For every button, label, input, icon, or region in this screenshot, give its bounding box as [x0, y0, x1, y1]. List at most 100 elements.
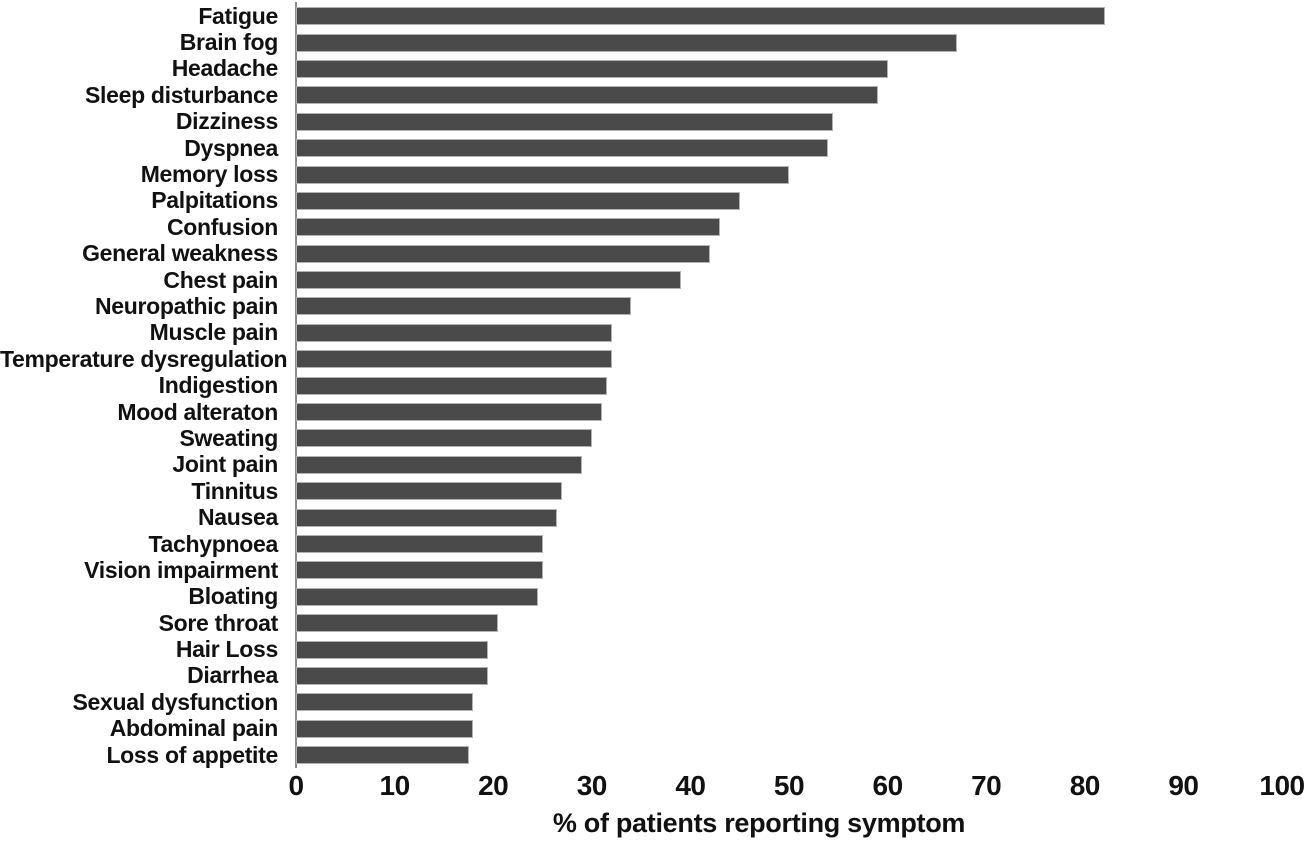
bar-track — [296, 218, 1282, 237]
bar — [296, 218, 720, 237]
chart-row: Diarrhea — [0, 663, 1282, 689]
chart-row: Vision impairment — [0, 557, 1282, 583]
bar-track — [296, 86, 1282, 105]
category-label: Tachypnoea — [148, 530, 279, 557]
bar — [296, 165, 789, 184]
bar-track — [296, 455, 1282, 474]
bar — [296, 508, 558, 527]
chart-row: Palpitations — [0, 188, 1282, 214]
chart-row: Hair Loss — [0, 636, 1282, 662]
bar — [296, 350, 612, 369]
bar — [296, 376, 607, 395]
x-axis-title: % of patients reporting symptom — [552, 808, 966, 838]
category-label: Diarrhea — [187, 662, 278, 689]
category-label: Loss of appetite — [106, 741, 278, 768]
category-label: Indigestion — [158, 372, 279, 399]
chart-row: Fatigue — [0, 3, 1282, 29]
category-label: Chest pain — [163, 266, 278, 293]
bar — [296, 666, 489, 685]
bar-track — [296, 535, 1282, 553]
category-label: Palpitations — [151, 187, 278, 214]
category-label: Dyspnea — [184, 134, 278, 161]
bar-track — [296, 587, 1282, 606]
bar — [296, 746, 469, 765]
bar — [296, 535, 543, 553]
category-label: Headache — [171, 55, 279, 82]
bar — [296, 429, 592, 448]
bar — [296, 33, 957, 52]
bar — [296, 403, 602, 422]
category-label: Joint pain — [172, 451, 278, 478]
bar-track — [296, 666, 1282, 685]
category-label: Dizziness — [175, 108, 278, 135]
bar-track — [296, 33, 1282, 52]
chart-row: Neuropathic pain — [0, 293, 1282, 319]
bar-track — [296, 482, 1282, 501]
chart-row: Memory loss — [0, 161, 1282, 187]
category-label: Mood alteraton — [117, 398, 278, 425]
bar — [296, 323, 612, 342]
x-tick-label: 40 — [675, 770, 706, 801]
bar — [296, 86, 878, 105]
category-label: Confusion — [167, 213, 278, 240]
chart-row: Headache — [0, 56, 1282, 82]
chart-row: Bloating — [0, 584, 1282, 610]
x-tick-label: 90 — [1168, 770, 1199, 801]
bar-track — [296, 719, 1282, 738]
x-tick-label: 50 — [773, 770, 805, 801]
category-label: Muscle pain — [149, 319, 279, 346]
chart-row: Sweating — [0, 425, 1282, 451]
bar — [296, 112, 834, 131]
bar — [296, 693, 474, 712]
bar-track — [296, 403, 1282, 422]
chart-row: Temperature dysregulation — [0, 346, 1282, 372]
x-tick-label: 70 — [971, 770, 1002, 801]
bar-track — [296, 191, 1282, 210]
bar — [296, 59, 888, 78]
chart-row: Abdominal pain — [0, 716, 1282, 742]
category-label: Hair Loss — [175, 636, 278, 663]
chart-row: Indigestion — [0, 372, 1282, 398]
chart-row: Tachypnoea — [0, 531, 1282, 557]
bar-track — [296, 746, 1282, 765]
chart-row: Loss of appetite — [0, 742, 1282, 768]
bar — [296, 482, 563, 501]
x-tick-label: 20 — [478, 770, 509, 801]
bar-track — [296, 297, 1282, 316]
chart-row: General weakness — [0, 241, 1282, 267]
bar — [296, 191, 740, 210]
bar — [296, 640, 489, 659]
bar-track — [296, 508, 1282, 527]
bar-track — [296, 139, 1282, 158]
category-label: Sore throat — [158, 609, 279, 636]
x-tick-label: 80 — [1069, 770, 1101, 801]
bar-track — [296, 59, 1282, 78]
bar-track — [296, 376, 1282, 395]
category-label: Neuropathic pain — [94, 292, 278, 319]
bar-track — [296, 693, 1282, 712]
chart-row: Nausea — [0, 504, 1282, 530]
x-tick-label: 10 — [379, 770, 411, 801]
bar-track — [296, 271, 1282, 290]
bar-track — [296, 244, 1282, 263]
chart-row: Mood alteraton — [0, 399, 1282, 425]
chart-row: Sleep disturbance — [0, 82, 1282, 108]
category-label: Nausea — [197, 504, 278, 531]
category-label: Sexual dysfunction — [72, 688, 279, 715]
bar — [296, 297, 632, 316]
category-label: Temperature dysregulation — [0, 345, 288, 372]
bar-track — [296, 614, 1282, 633]
chart-row: Dizziness — [0, 109, 1282, 135]
category-label: Fatigue — [198, 2, 278, 29]
chart-row: Chest pain — [0, 267, 1282, 293]
category-label: Tinnitus — [191, 477, 278, 504]
chart-row: Brain fog — [0, 29, 1282, 55]
chart-row: Tinnitus — [0, 478, 1282, 504]
category-label: Abdominal pain — [109, 715, 279, 742]
x-tick-label: 60 — [872, 770, 904, 801]
bar-track — [296, 7, 1282, 26]
bar — [296, 244, 711, 263]
chart-row: Joint pain — [0, 452, 1282, 478]
plot-area: Fatigue Brain fog Headache Sleep disturbanc… — [0, 3, 1282, 768]
